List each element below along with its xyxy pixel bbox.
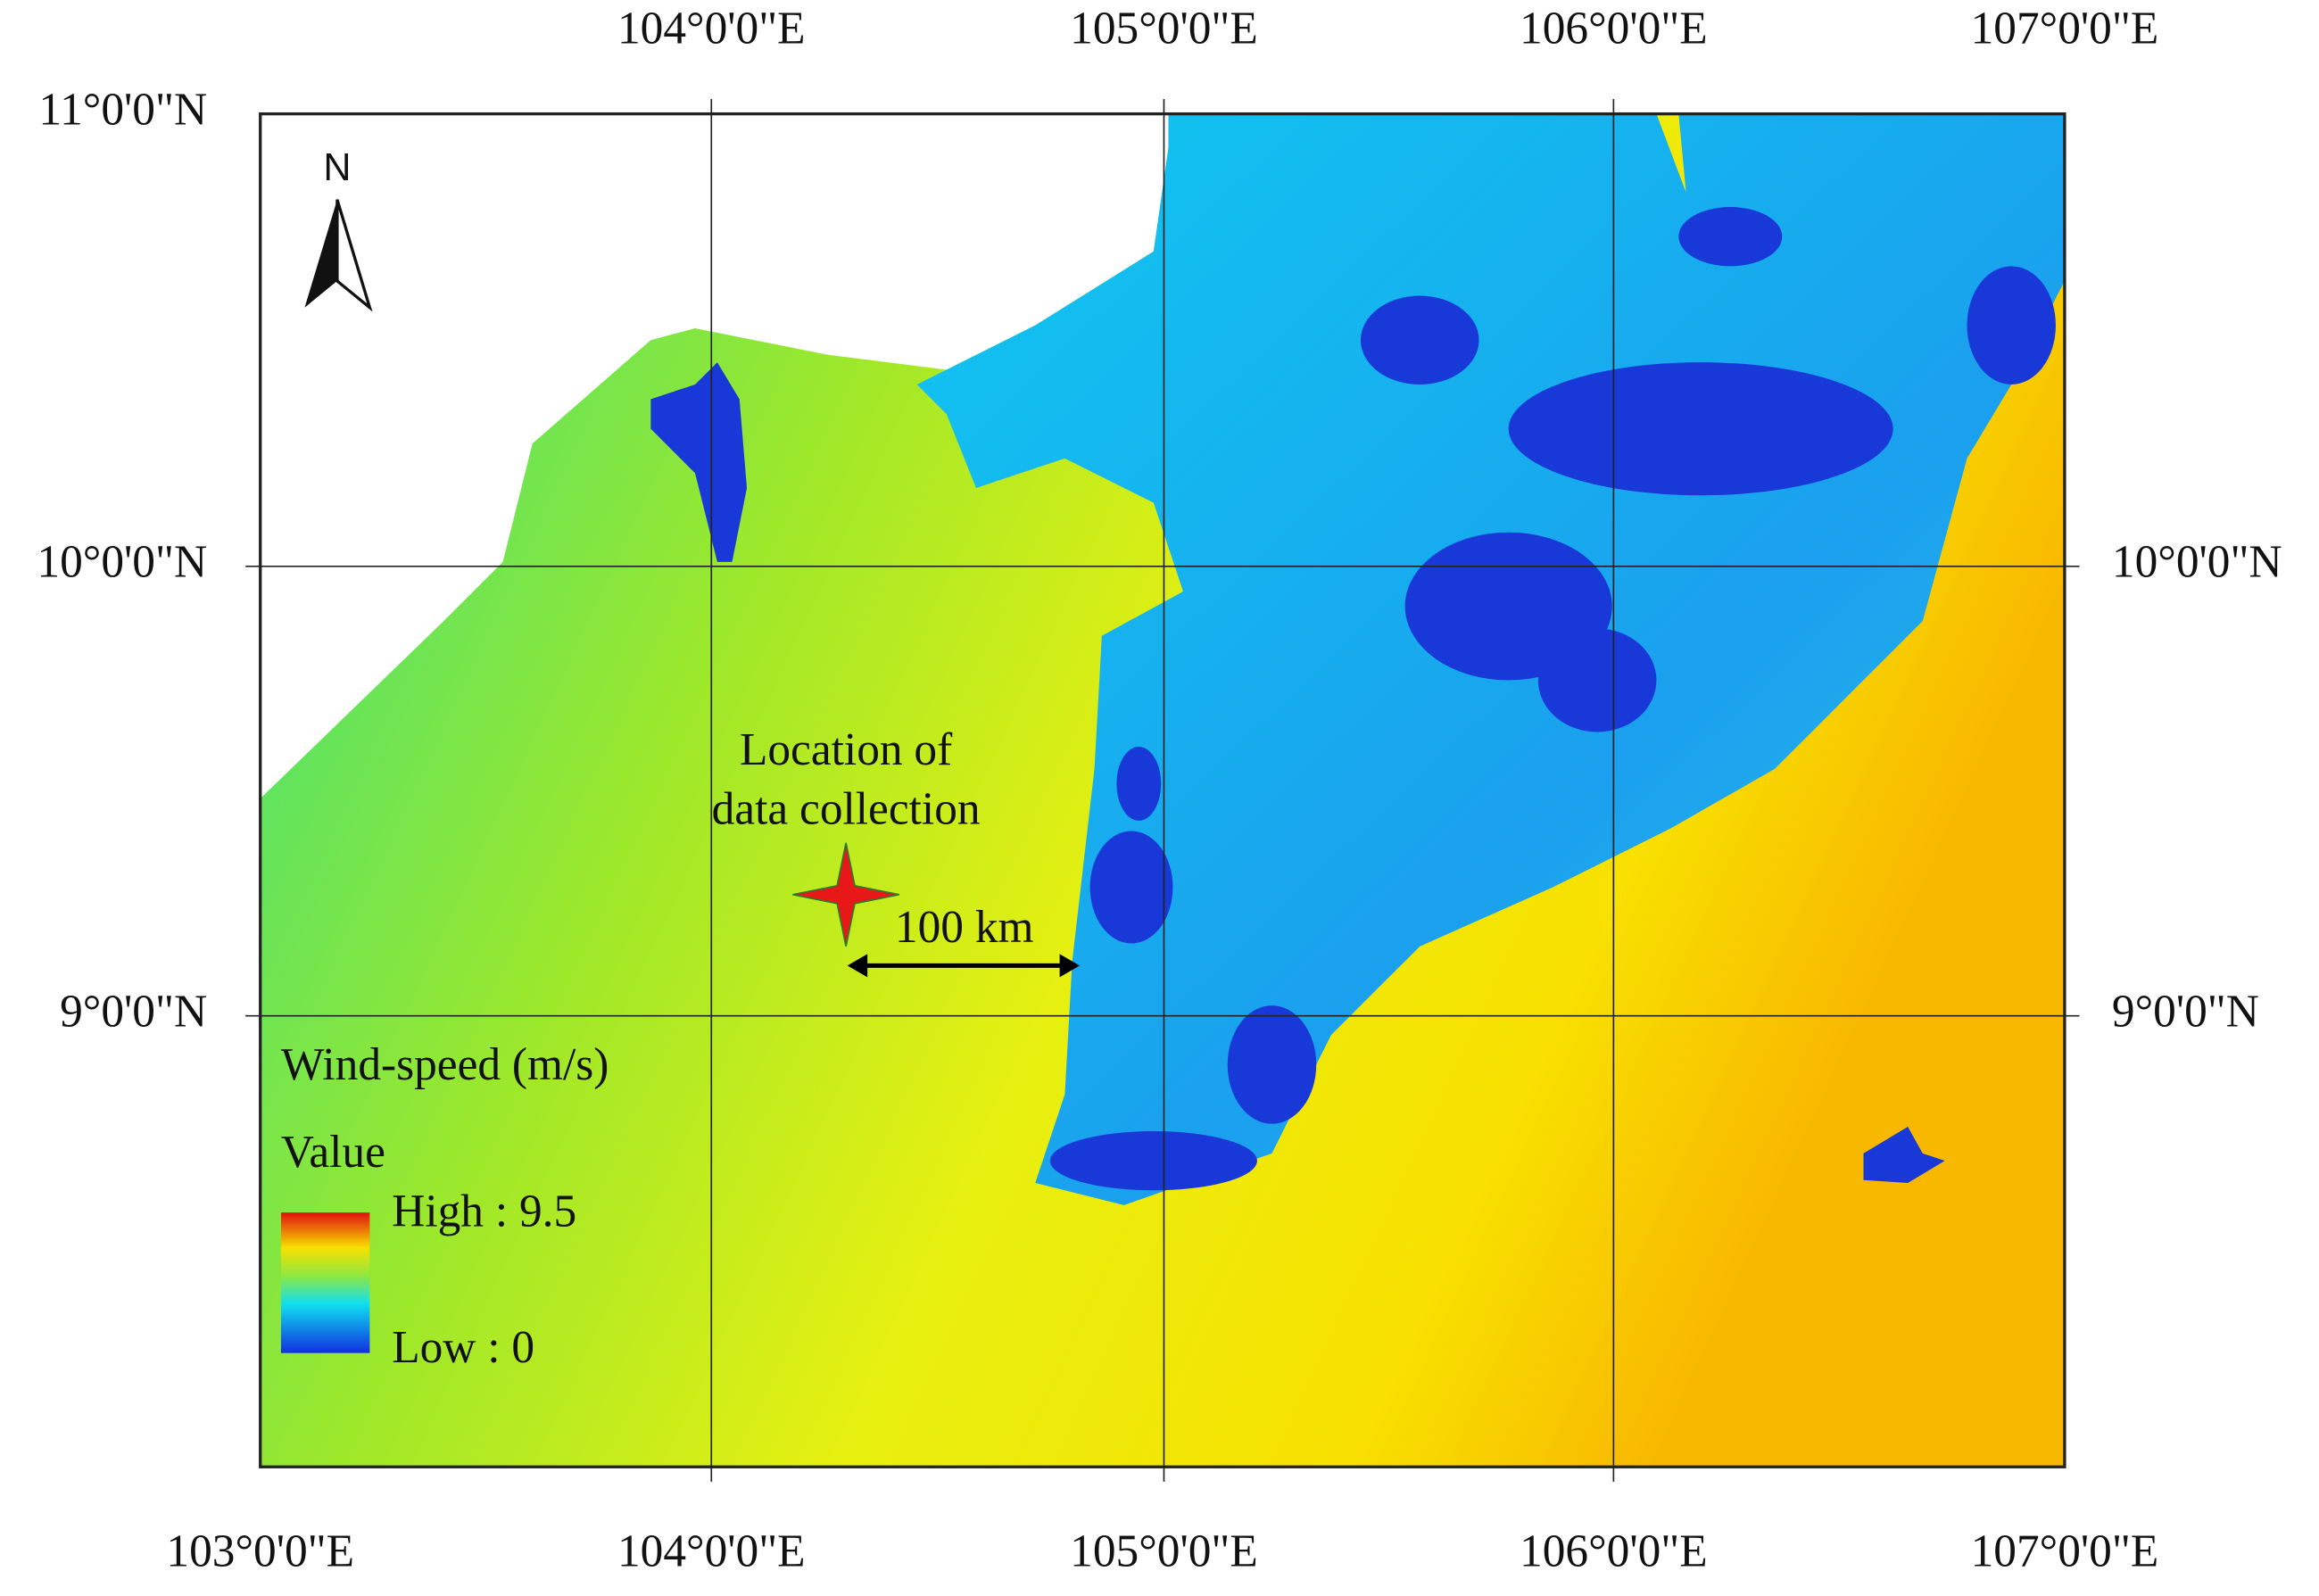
- lon-label: 106°0'0"E: [1520, 3, 1708, 54]
- graticule: [245, 99, 2080, 1482]
- scale-bar: [847, 954, 1080, 978]
- lon-label: 107°0'0"E: [1971, 3, 2159, 54]
- blob: [1360, 295, 1479, 385]
- blob: [1049, 1131, 1257, 1191]
- blob: [1227, 1005, 1317, 1124]
- map-frame: [259, 112, 2066, 1468]
- lat-label: 10°0'0"N: [37, 537, 207, 588]
- legend-high: High : 9.5: [392, 1186, 576, 1236]
- lon-label: 103°0'0"E: [166, 1526, 354, 1577]
- legend: Wind-speed (m/s) Value High : 9.5 Low : …: [280, 1039, 609, 1373]
- annotation: Location of: [740, 724, 953, 775]
- blob: [1967, 266, 2056, 385]
- lat-label: 9°0'0"N: [60, 987, 207, 1038]
- star: [792, 842, 899, 947]
- legend-low: Low : 0: [392, 1322, 534, 1373]
- con-dao-island: [1863, 1127, 1945, 1184]
- north-label: N: [323, 146, 351, 189]
- blob: [1508, 362, 1893, 496]
- lon-label: 104°0'0"E: [617, 3, 806, 54]
- lon-label: 104°0'0"E: [617, 1526, 806, 1577]
- lat-label: 11°0'0"N: [38, 84, 207, 135]
- low-wind-areas: [650, 207, 2056, 1191]
- legend-subtitle: Value: [281, 1127, 385, 1178]
- legend-ramp: [280, 1212, 370, 1353]
- blob: [1089, 831, 1173, 944]
- lon-label: 105°0'0"E: [1070, 3, 1258, 54]
- scale-label: 100 km: [895, 902, 1034, 953]
- blob: [1537, 628, 1657, 732]
- annotation: data collection: [712, 783, 981, 834]
- collection-point: [792, 842, 899, 947]
- lat-label: 10°0'0"N: [2112, 537, 2282, 588]
- no-data-area: [260, 113, 1184, 799]
- legend-title: Wind-speed (m/s): [281, 1039, 609, 1090]
- lon-label: 107°0'0"E: [1971, 1526, 2159, 1577]
- lon-label: 105°0'0"E: [1070, 1526, 1258, 1577]
- phu-quoc-island: [650, 362, 748, 562]
- lon-label: 106°0'0"E: [1520, 1526, 1708, 1577]
- blob: [1116, 747, 1162, 821]
- arrowhead: [847, 954, 868, 978]
- arrow-right: [335, 199, 373, 312]
- blob: [1678, 207, 1783, 267]
- lat-label: 9°0'0"N: [2112, 987, 2259, 1038]
- arrowhead: [1059, 954, 1080, 978]
